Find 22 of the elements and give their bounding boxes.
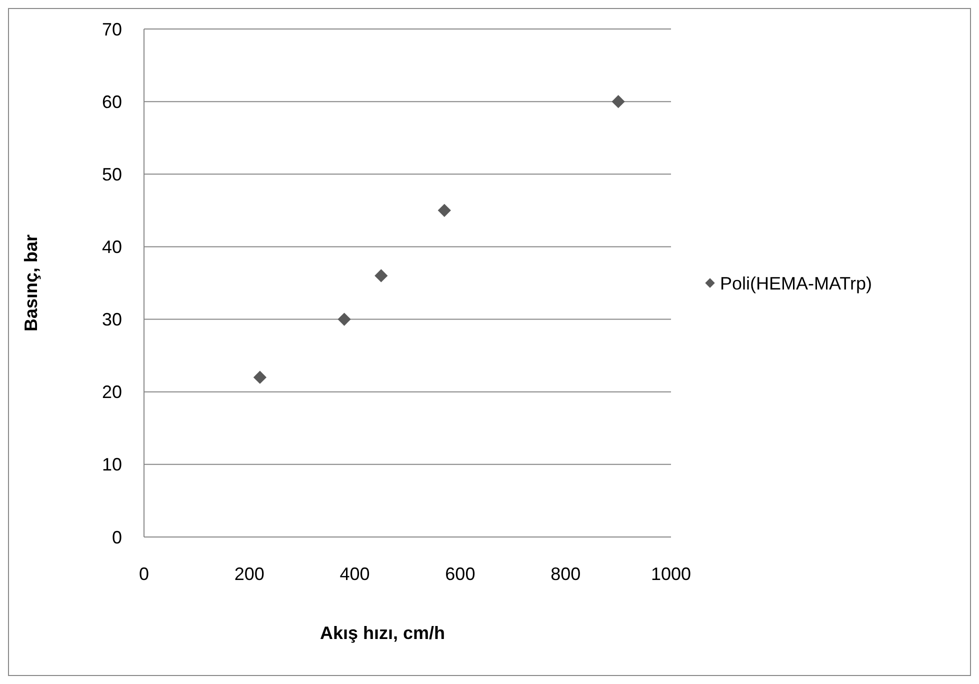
y-tick-label: 20 (102, 382, 122, 402)
point (612, 95, 625, 108)
x-tick-label: 0 (138, 564, 150, 584)
point (374, 269, 388, 282)
y-tick-label: 50 (102, 164, 122, 184)
x-axis-title: Akış hızı, cm/h (320, 623, 446, 643)
point (253, 370, 267, 384)
x-tick-label: 800 (550, 564, 581, 584)
point (438, 204, 451, 217)
x-tick-label: 1000 (650, 564, 692, 584)
point (338, 312, 351, 326)
x-tick-label: 600 (445, 564, 476, 584)
x-tick-label: 200 (234, 564, 264, 584)
y-axis-title: Basınç, bar (21, 234, 41, 332)
x-tick-label: 400 (340, 564, 370, 584)
legend-label: Poli(HEMA-MATrp) (720, 273, 872, 294)
y-tick-label: 0 (112, 527, 122, 548)
y-tick-label: 40 (102, 237, 122, 258)
y-tick-label: 10 (102, 454, 122, 475)
y-tick-label: 60 (102, 92, 122, 112)
y-tick-label: 30 (102, 310, 122, 330)
y-tick-label: 70 (102, 19, 122, 40)
